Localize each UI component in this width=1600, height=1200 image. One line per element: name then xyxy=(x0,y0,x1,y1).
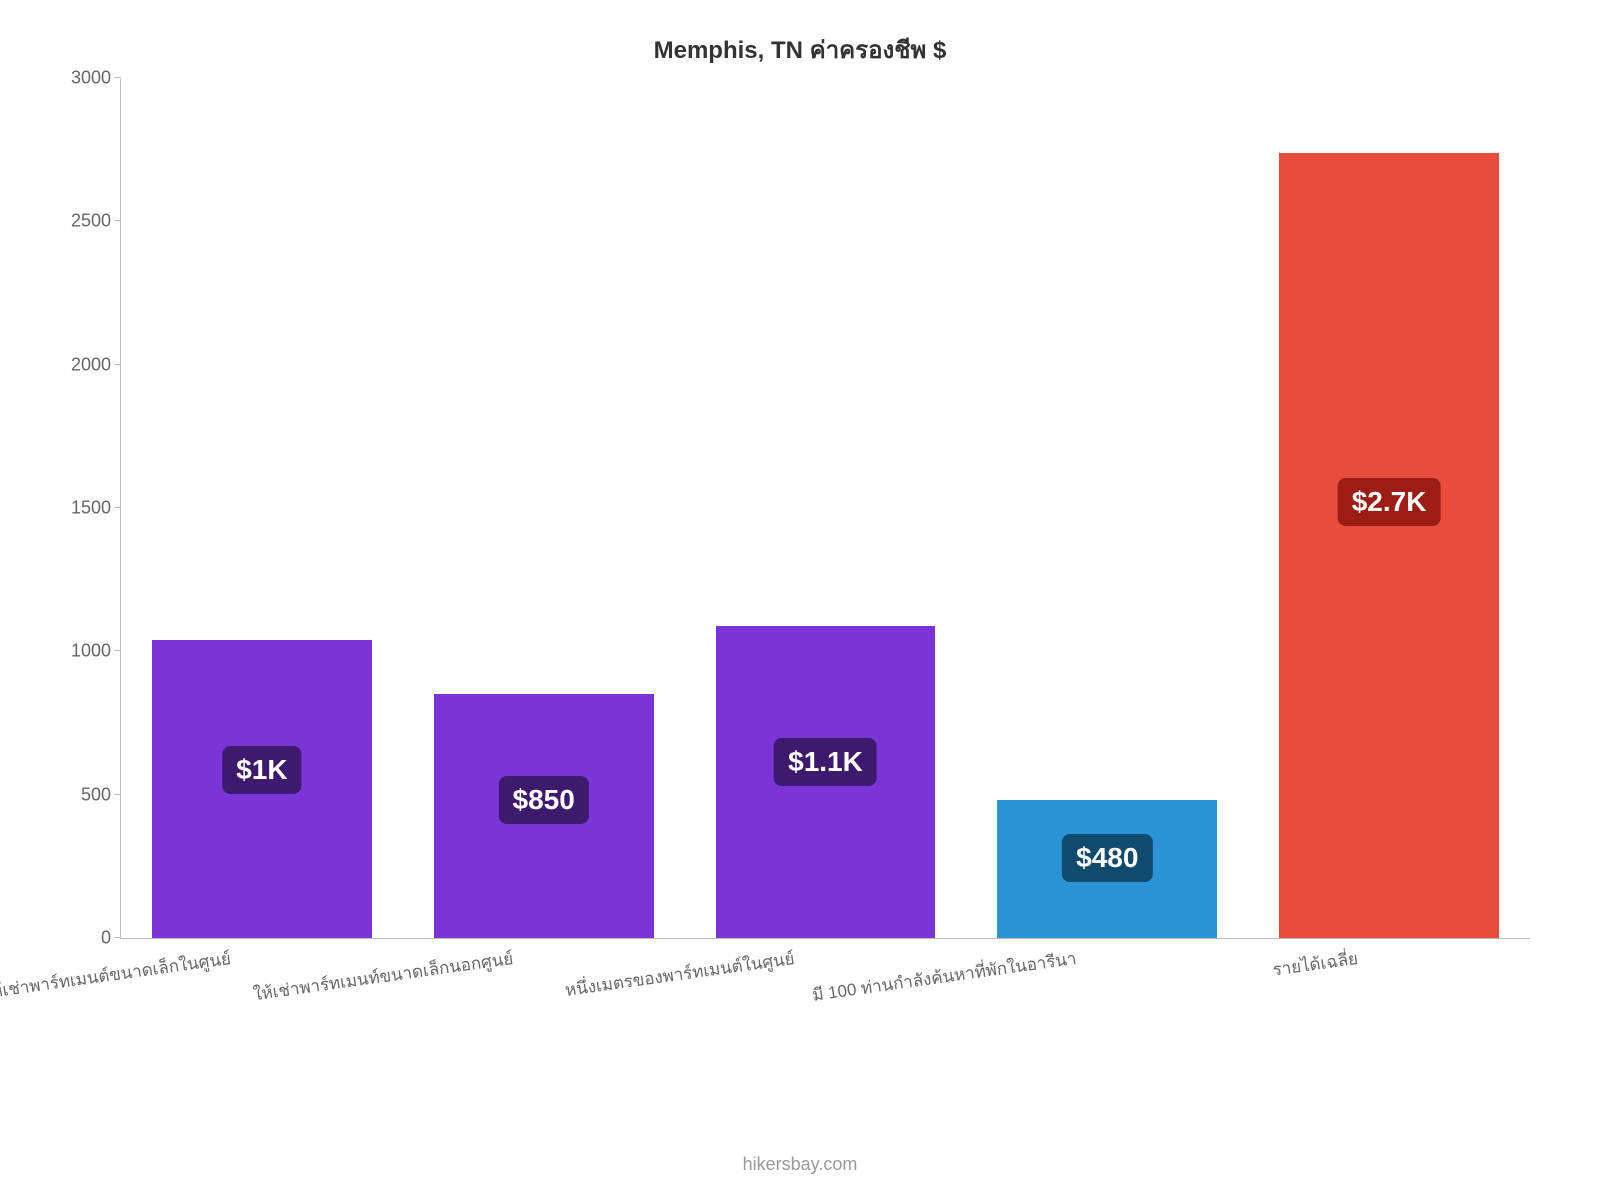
bar-value-label: $2.7K xyxy=(1338,478,1441,526)
bar-value-label: $1K xyxy=(222,746,301,794)
bar: $850 xyxy=(434,694,654,938)
cost-of-living-chart: Memphis, TN ค่าครองชีพ $ $1K $850 $1.1K $48… xyxy=(0,0,1600,1200)
y-tick-label: 1500 xyxy=(51,498,111,519)
y-tick-mark xyxy=(114,794,121,795)
attribution-text: hikersbay.com xyxy=(0,1154,1600,1175)
y-tick-label: 2000 xyxy=(51,354,111,375)
y-tick-mark xyxy=(114,364,121,365)
bar: $1.1K xyxy=(716,626,936,938)
bar: $1K xyxy=(152,640,372,938)
y-tick-label: 500 xyxy=(51,784,111,805)
bar: $2.7K xyxy=(1279,153,1499,938)
bar-value-label: $480 xyxy=(1062,834,1152,882)
plot-area: $1K$850$1.1K$480$2.7K 050010001500200025… xyxy=(120,79,1530,939)
bar-value-label: $1.1K xyxy=(774,738,877,786)
x-tick-label: รายได้เฉลี่ย xyxy=(1271,945,1360,984)
y-tick-label: 1000 xyxy=(51,641,111,662)
y-tick-mark xyxy=(114,937,121,938)
y-tick-label: 2500 xyxy=(51,211,111,232)
x-axis-labels: ให้เช่าพาร์ทเมนต์ขนาดเล็กในศูนย์ให้เช่าพ… xyxy=(120,939,1530,1069)
y-tick-mark xyxy=(114,650,121,651)
x-tick-label: ให้เช่าพาร์ทเมนต์ขนาดเล็กในศูนย์ xyxy=(0,945,233,1007)
bars-container: $1K $850 $1.1K $480 $2.7K xyxy=(121,79,1530,938)
x-tick-label: ให้เช่าพาร์ทเมนท์ขนาดเล็กนอกศูนย์ xyxy=(251,945,514,1008)
x-tick-label: มี 100 ท่านกำลังค้นหาที่พักในอารีนา xyxy=(811,945,1079,1009)
chart-title: Memphis, TN ค่าครองชีพ $ xyxy=(40,30,1560,69)
y-tick-mark xyxy=(114,220,121,221)
bar: $480 xyxy=(997,800,1217,938)
y-tick-mark xyxy=(114,507,121,508)
y-tick-label: 0 xyxy=(51,928,111,949)
x-tick-label: หนึ่งเมตรของพาร์ทเมนต์ในศูนย์ xyxy=(563,945,796,1004)
y-tick-mark xyxy=(114,77,121,78)
bar-value-label: $850 xyxy=(499,776,589,824)
y-tick-label: 3000 xyxy=(51,68,111,89)
